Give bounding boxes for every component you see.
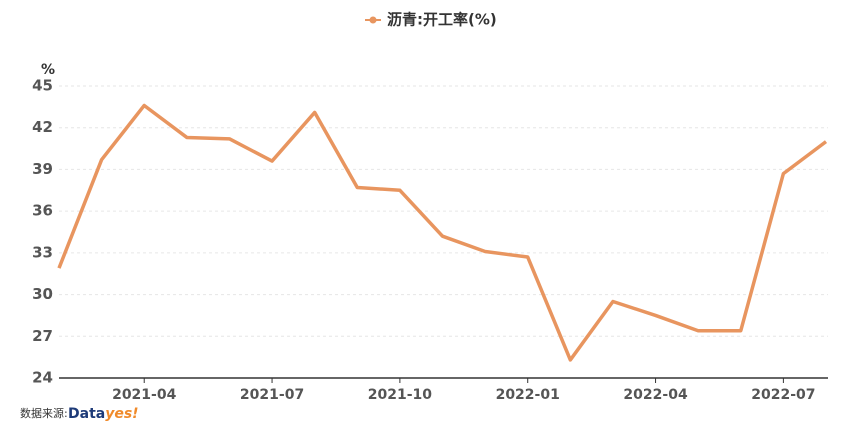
y-tick-label: 30: [32, 285, 53, 303]
x-tick-label: 2021-07: [240, 387, 304, 403]
y-tick-label: 39: [32, 160, 53, 178]
y-tick-label: 24: [32, 369, 53, 387]
y-tick-label: 33: [32, 243, 53, 261]
legend-marker: [369, 16, 377, 24]
source-logo: Datayes!: [68, 406, 139, 422]
y-tick-label: 36: [32, 202, 53, 220]
line: [57, 103, 828, 362]
x-tick-label: 2022-01: [496, 387, 560, 403]
x-tick-label: 2022-04: [623, 387, 688, 403]
y-unit: %: [41, 62, 55, 78]
logo-part: Data: [68, 406, 105, 422]
y-tick-label: 42: [32, 118, 53, 136]
legend-label: 沥青:开工率(%): [387, 11, 497, 29]
source-label: 数据来源:: [20, 406, 68, 420]
y-tick-label: 27: [32, 327, 53, 345]
logo-part: yes!: [105, 406, 138, 422]
x-tick-label: 2022-07: [751, 387, 815, 403]
y-tick-label: 45: [32, 77, 53, 95]
x-tick-label: 2021-10: [368, 387, 433, 403]
x-tick-label: 2021-04: [112, 387, 177, 403]
